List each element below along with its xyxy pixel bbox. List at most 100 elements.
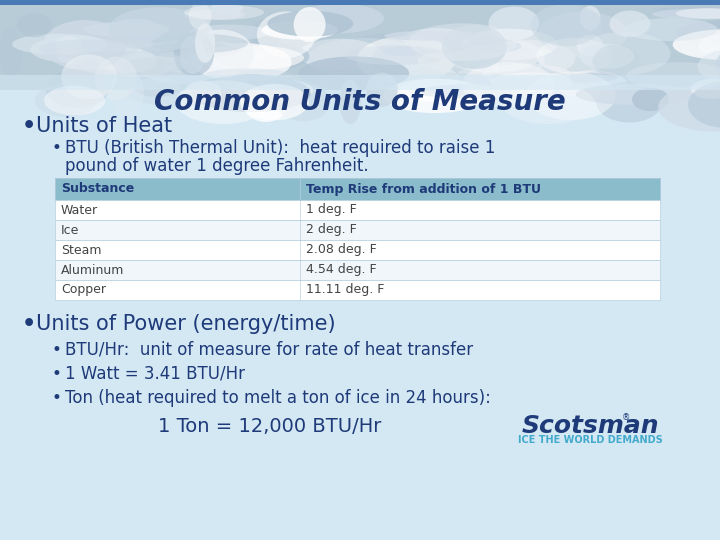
Text: Ton (heat required to melt a ton of ice in 24 hours):: Ton (heat required to melt a ton of ice … — [65, 389, 491, 407]
Ellipse shape — [526, 71, 616, 120]
Ellipse shape — [134, 77, 181, 97]
Ellipse shape — [295, 4, 384, 33]
Ellipse shape — [366, 72, 397, 107]
Ellipse shape — [579, 44, 634, 69]
Ellipse shape — [257, 11, 315, 58]
Text: 1 deg. F: 1 deg. F — [306, 204, 356, 217]
Ellipse shape — [624, 18, 718, 41]
Ellipse shape — [447, 45, 539, 72]
Ellipse shape — [183, 10, 245, 20]
Ellipse shape — [384, 31, 481, 41]
Ellipse shape — [576, 84, 695, 105]
Ellipse shape — [195, 23, 215, 63]
Ellipse shape — [454, 68, 493, 90]
Text: •: • — [52, 139, 62, 157]
Ellipse shape — [672, 29, 720, 60]
Ellipse shape — [486, 40, 545, 77]
Ellipse shape — [84, 22, 169, 37]
Ellipse shape — [521, 72, 618, 83]
Ellipse shape — [675, 8, 720, 19]
Text: •: • — [22, 116, 36, 136]
Ellipse shape — [185, 80, 222, 103]
Ellipse shape — [698, 48, 720, 85]
Ellipse shape — [400, 79, 480, 103]
Ellipse shape — [596, 82, 662, 123]
Text: 2.08 deg. F: 2.08 deg. F — [306, 244, 377, 256]
Ellipse shape — [180, 36, 205, 74]
Ellipse shape — [176, 80, 271, 124]
Ellipse shape — [580, 6, 600, 30]
Ellipse shape — [109, 7, 210, 51]
Ellipse shape — [43, 20, 127, 70]
Ellipse shape — [402, 28, 471, 51]
Ellipse shape — [489, 6, 539, 40]
Ellipse shape — [267, 11, 354, 37]
Text: ICE THE WORLD DEMANDS: ICE THE WORLD DEMANDS — [518, 435, 662, 445]
Ellipse shape — [498, 48, 538, 83]
Text: Steam: Steam — [61, 244, 102, 256]
Ellipse shape — [95, 57, 138, 100]
Ellipse shape — [426, 84, 510, 97]
Text: Units of Power (energy/time): Units of Power (energy/time) — [36, 314, 336, 334]
Bar — [0, 0, 720, 5]
Ellipse shape — [408, 23, 517, 61]
Ellipse shape — [715, 44, 720, 88]
Text: BTU/Hr:  unit of measure for rate of heat transfer: BTU/Hr: unit of measure for rate of heat… — [65, 341, 473, 359]
Ellipse shape — [110, 69, 144, 117]
Ellipse shape — [383, 46, 427, 56]
Ellipse shape — [30, 36, 119, 63]
Text: 11.11 deg. F: 11.11 deg. F — [306, 284, 384, 296]
Ellipse shape — [127, 80, 233, 106]
Ellipse shape — [229, 78, 313, 102]
Text: •: • — [22, 314, 36, 334]
Text: Scotsman: Scotsman — [521, 414, 659, 438]
Ellipse shape — [298, 39, 382, 70]
Ellipse shape — [458, 45, 525, 73]
Ellipse shape — [610, 11, 650, 37]
Ellipse shape — [12, 33, 107, 55]
Ellipse shape — [184, 5, 264, 20]
Ellipse shape — [490, 72, 573, 92]
Text: pound of water 1 degree Fahrenheit.: pound of water 1 degree Fahrenheit. — [65, 157, 369, 175]
Ellipse shape — [462, 29, 557, 60]
Ellipse shape — [676, 21, 720, 46]
Ellipse shape — [356, 36, 455, 84]
Bar — [55, 178, 660, 200]
Ellipse shape — [462, 62, 555, 107]
Ellipse shape — [372, 44, 418, 75]
Text: 1 Ton = 12,000 BTU/Hr: 1 Ton = 12,000 BTU/Hr — [158, 416, 382, 435]
Text: 1 Watt = 3.41 BTU/Hr: 1 Watt = 3.41 BTU/Hr — [65, 365, 245, 383]
Ellipse shape — [384, 79, 486, 113]
Text: Aluminum: Aluminum — [61, 264, 125, 276]
Ellipse shape — [192, 45, 304, 70]
Ellipse shape — [158, 49, 269, 64]
Bar — [55, 240, 660, 260]
Ellipse shape — [536, 38, 613, 74]
Text: 4.54 deg. F: 4.54 deg. F — [306, 264, 377, 276]
Ellipse shape — [531, 4, 602, 46]
Ellipse shape — [579, 32, 670, 75]
Bar — [55, 260, 660, 280]
Ellipse shape — [710, 34, 720, 49]
Ellipse shape — [688, 81, 720, 128]
Ellipse shape — [240, 84, 309, 120]
Ellipse shape — [390, 64, 462, 103]
Ellipse shape — [107, 18, 163, 44]
Ellipse shape — [57, 46, 89, 64]
Text: ®: ® — [622, 414, 630, 422]
Ellipse shape — [40, 39, 138, 58]
Text: Units of Heat: Units of Heat — [36, 116, 172, 136]
Ellipse shape — [654, 5, 720, 17]
Ellipse shape — [192, 43, 292, 82]
Text: •: • — [52, 365, 62, 383]
Ellipse shape — [141, 43, 240, 58]
Ellipse shape — [243, 82, 289, 122]
Ellipse shape — [44, 86, 105, 116]
Ellipse shape — [174, 32, 214, 76]
Bar — [0, 75, 720, 90]
Bar — [55, 280, 660, 300]
Ellipse shape — [294, 7, 325, 42]
Ellipse shape — [73, 51, 189, 76]
Ellipse shape — [163, 62, 206, 72]
Ellipse shape — [626, 62, 720, 90]
